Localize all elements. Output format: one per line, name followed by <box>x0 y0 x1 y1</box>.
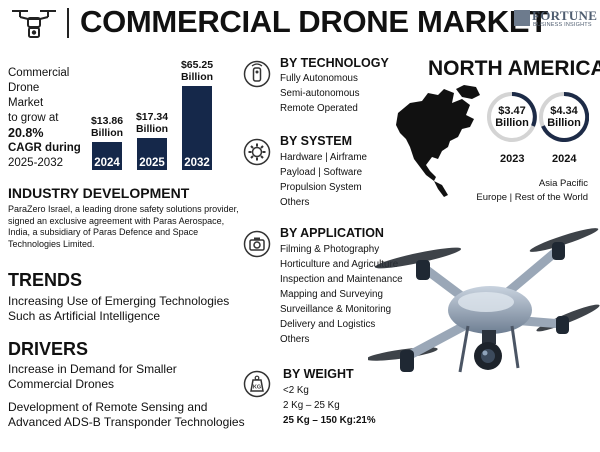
brand-name: FORTUNE <box>532 8 598 23</box>
bar-2024: 2024 <box>92 142 122 170</box>
trends-line: Such as Artificial Intelligence <box>8 309 161 323</box>
growth-summary: Commercial Drone Market to grow at 20.8%… <box>8 66 100 171</box>
trends-text: Increasing Use of Emerging Technologies … <box>8 294 248 324</box>
driver-line: Commercial Drones <box>8 377 115 391</box>
segment-list-system: Hardware | Airframe Payload | Software P… <box>280 150 367 210</box>
region-heading: NORTH AMERICA <box>428 57 600 80</box>
industry-line: signed an exclusive agreement with Paras… <box>8 215 225 226</box>
weight-icon-label: KG <box>253 385 261 391</box>
driver-line: Increase in Demand for Smaller <box>8 362 177 376</box>
intro-line: to grow at <box>8 112 59 124</box>
region-line: Asia Pacific <box>538 178 588 189</box>
segment-item: Mapping and Surveying <box>280 289 383 300</box>
driver-line: Advanced ADS-B Transponder Technologies <box>8 415 245 429</box>
brand-logo: FORTUNE BUSINESS INSIGHTS <box>514 8 598 32</box>
industry-line: Technologies Limited. <box>8 238 95 249</box>
segment-item: 25 Kg – 150 Kg:21% <box>283 415 376 426</box>
value-ring-2024: $4.34 Billion <box>539 92 589 142</box>
remote-control-icon <box>243 60 271 88</box>
other-regions: Asia Pacific Europe | Rest of the World <box>470 177 588 205</box>
segment-item: Horticulture and Agriculture <box>280 259 399 270</box>
intro-line: CAGR during <box>8 142 81 154</box>
weight-icon: KG <box>243 370 271 398</box>
ring-value: $4.34 Billion <box>543 105 585 129</box>
brand-tagline: BUSINESS INSIGHTS <box>533 22 592 28</box>
segment-item: Inspection and Maintenance <box>280 274 403 285</box>
intro-line: Market <box>8 97 44 109</box>
segment-heading-application: BY APPLICATION <box>280 226 384 240</box>
market-size-bar-chart: 2024 $13.86 Billion 2025 $17.34 Billion 2032 $6… <box>88 50 223 170</box>
bar-2025: 2025 <box>137 138 167 170</box>
cagr-rate: 20.8% <box>8 126 44 140</box>
segment-list-weight: <2 Kg 2 Kg – 25 Kg 25 Kg – 150 Kg:21% <box>283 383 376 428</box>
region-line: Europe | Rest of the World <box>476 192 588 203</box>
ring-year: 2023 <box>500 153 525 165</box>
segment-item: Surveillance & Monitoring <box>280 304 392 315</box>
segment-item: Others <box>280 334 310 345</box>
industry-line: India, a subsidiary of Paras Defence and… <box>8 227 199 237</box>
segment-heading-system: BY SYSTEM <box>280 134 353 148</box>
segment-item: Delivery and Logistics <box>280 319 376 330</box>
bar-category-label: 2025 <box>139 156 165 169</box>
segment-item: Others <box>280 197 310 208</box>
intro-line: 2025-2032 <box>8 157 63 169</box>
drone-icon <box>12 10 56 38</box>
segment-list-technology: Fully Autonomous Semi-autonomous Remote … <box>280 71 360 116</box>
intro-line: Commercial Drone <box>8 67 70 94</box>
camera-icon <box>243 230 271 258</box>
trends-line: Increasing Use of Emerging Technologies <box>8 294 230 308</box>
segment-item: 2 Kg – 25 Kg <box>283 400 340 411</box>
segment-item: <2 Kg <box>283 385 309 396</box>
value-ring-2023: $3.47 Billion <box>487 92 537 142</box>
bar-value-label: $13.86 Billion <box>90 115 124 139</box>
driver-line: Development of Remote Sensing and <box>8 400 208 414</box>
segment-heading-weight: BY WEIGHT <box>283 367 354 381</box>
brand-mark-icon <box>514 10 530 26</box>
ring-unit: Billion <box>547 117 581 129</box>
bar-category-label: 2032 <box>184 157 210 169</box>
gear-icon <box>243 138 271 166</box>
ring-amount: $3.47 <box>498 105 526 117</box>
segment-item: Propulsion System <box>280 182 362 193</box>
driver-item: Development of Remote Sensing and Advanc… <box>8 400 253 430</box>
page-title: COMMERCIAL DRONE MARKET <box>80 4 548 39</box>
ring-value: $3.47 Billion <box>491 105 533 129</box>
drivers-heading: DRIVERS <box>8 339 89 359</box>
segment-item: Payload | Software <box>280 167 363 178</box>
ring-unit: Billion <box>495 117 529 129</box>
ring-year: 2024 <box>552 153 577 165</box>
north-america-map <box>396 85 480 197</box>
ring-amount: $4.34 <box>550 105 578 117</box>
industry-line: ParaZero Israel, a leading drone safety … <box>8 204 239 214</box>
bar-category-label: 2024 <box>94 157 120 169</box>
industry-heading: INDUSTRY DEVELOPMENT <box>8 185 190 201</box>
segment-item: Fully Autonomous <box>280 73 358 84</box>
industry-text: ParaZero Israel, a leading drone safety … <box>8 204 243 250</box>
bar-2032: 2032 <box>182 86 212 170</box>
segment-item: Semi-autonomous <box>280 88 360 99</box>
trends-heading: TRENDS <box>8 270 83 290</box>
segment-item: Filming & Photography <box>280 244 380 255</box>
bar-value-label: $65.25 Billion <box>180 59 214 83</box>
segment-item: Remote Operated <box>280 103 358 114</box>
bar-value-label: $17.34 Billion <box>135 111 169 136</box>
segment-item: Hardware | Airframe <box>280 152 367 163</box>
drone-illustration <box>368 228 600 373</box>
segment-list-application: Filming & Photography Horticulture and A… <box>280 242 403 347</box>
driver-item: Increase in Demand for Smaller Commercia… <box>8 362 248 392</box>
header-divider <box>67 8 69 38</box>
segment-heading-technology: BY TECHNOLOGY <box>280 56 389 70</box>
